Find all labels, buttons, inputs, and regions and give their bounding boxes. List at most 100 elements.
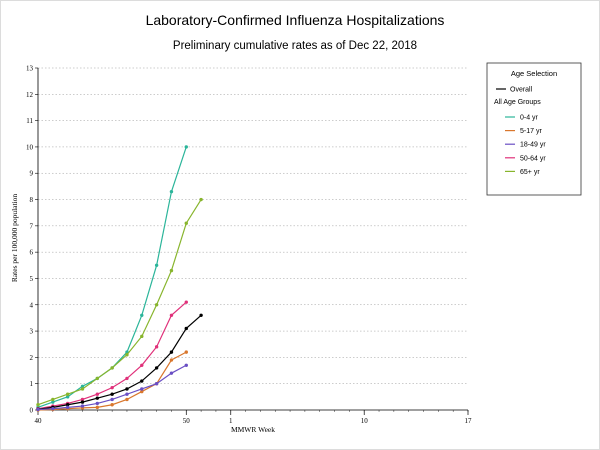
data-point: [169, 371, 174, 375]
data-point: [36, 403, 40, 407]
data-point: [80, 400, 85, 404]
x-axis-label: MMWR Week: [231, 425, 275, 434]
data-point: [169, 189, 174, 194]
series-overall: [36, 313, 203, 411]
y-tick-label: 5: [30, 275, 34, 283]
data-point: [140, 363, 144, 367]
x-tick-label: 1: [229, 417, 233, 425]
data-point: [110, 366, 114, 370]
y-tick-label: 13: [26, 65, 34, 73]
y-tick-label: 4: [30, 301, 34, 309]
data-point: [154, 263, 159, 268]
legend-item[interactable]: 65+ yr: [505, 169, 540, 176]
data-point: [80, 397, 85, 402]
data-point: [95, 392, 100, 396]
data-point: [80, 404, 85, 408]
y-tick-label: 6: [30, 249, 34, 257]
data-point: [140, 334, 144, 339]
x-tick-label: 40: [35, 417, 43, 425]
y-tick-label: 11: [26, 117, 33, 125]
data-point: [154, 366, 159, 370]
y-tick-label: 1: [30, 380, 34, 388]
data-point: [80, 384, 85, 389]
x-axis-ticks: 40 50 1 10 17: [35, 410, 473, 425]
data-point: [125, 387, 129, 391]
data-point: [65, 395, 70, 399]
data-point: [110, 397, 114, 402]
data-point: [95, 376, 100, 381]
y-tick-label: 8: [30, 196, 34, 204]
data-point: [140, 389, 144, 394]
legend-label: 65+ yr: [520, 169, 540, 176]
data-point: [51, 397, 55, 402]
data-point: [65, 403, 70, 407]
y-tick-label: 9: [30, 170, 34, 178]
axes: [37, 68, 468, 411]
y-tick-label: 3: [30, 328, 34, 336]
series-lines: [36, 145, 203, 412]
data-point: [36, 407, 40, 412]
data-point: [140, 313, 144, 317]
x-tick-label: 10: [361, 417, 369, 425]
data-point: [169, 268, 174, 273]
data-point: [95, 396, 100, 400]
data-point: [110, 385, 114, 390]
data-point: [184, 221, 188, 225]
data-point: [184, 350, 188, 354]
data-point: [95, 401, 100, 406]
legend-label: 0-4 yr: [520, 115, 539, 122]
series-line: [37, 314, 202, 410]
data-point: [65, 405, 70, 410]
data-point: [169, 350, 174, 354]
data-point: [110, 392, 114, 396]
data-point: [125, 397, 129, 402]
legend-label: 50-64 yr: [520, 155, 546, 162]
x-tick-label: 50: [183, 417, 191, 425]
data-point: [169, 358, 174, 362]
series-50-64-yr: [36, 300, 188, 411]
y-tick-label: 12: [26, 91, 34, 99]
legend-item[interactable]: 50-64 yr: [505, 155, 546, 162]
legend-item[interactable]: 5-17 yr: [505, 128, 542, 135]
legend-label: 18-49 yr: [520, 142, 546, 149]
y-tick-label: 2: [30, 354, 34, 362]
legend-title: Age Selection: [511, 69, 557, 78]
data-point: [154, 345, 159, 349]
data-point: [65, 392, 70, 396]
legend-label: Overall: [510, 87, 533, 94]
series-65-yr: [36, 197, 203, 407]
legend-item[interactable]: 18-49 yr: [505, 142, 546, 149]
legend: Age Selection Overall All Age Groups 0-4…: [486, 62, 582, 196]
legend-label: 5-17 yr: [520, 128, 542, 135]
data-point: [125, 353, 129, 357]
legend-age-groups: 0-4 yr 5-17 yr 18-49 yr 50-64 yr 65+ yr: [505, 115, 546, 176]
legend-item[interactable]: 0-4 yr: [505, 115, 539, 122]
data-point: [184, 300, 188, 304]
data-point: [140, 387, 144, 391]
data-point: [110, 403, 114, 407]
data-point: [184, 145, 188, 149]
series-line: [37, 199, 202, 406]
data-point: [125, 392, 129, 396]
chart-title: Laboratory-Confirmed Influenza Hospitali…: [146, 12, 445, 28]
data-point: [140, 379, 144, 383]
x-tick-label: 17: [465, 417, 473, 425]
data-point: [184, 326, 188, 331]
y-tick-label: 7: [30, 222, 34, 230]
data-point: [154, 381, 159, 386]
data-point: [199, 313, 203, 317]
data-point: [154, 303, 159, 307]
data-point: [199, 197, 203, 202]
y-tick-label: 0: [30, 407, 34, 415]
grid-lines: [38, 67, 468, 384]
data-point: [80, 387, 85, 391]
data-point: [95, 405, 100, 410]
legend-group-label: All Age Groups: [494, 99, 541, 106]
data-point: [184, 363, 188, 367]
series-18-49-yr: [36, 363, 188, 412]
data-point: [51, 406, 55, 411]
legend-overall[interactable]: Overall: [496, 87, 533, 94]
legend-box: [486, 62, 582, 196]
